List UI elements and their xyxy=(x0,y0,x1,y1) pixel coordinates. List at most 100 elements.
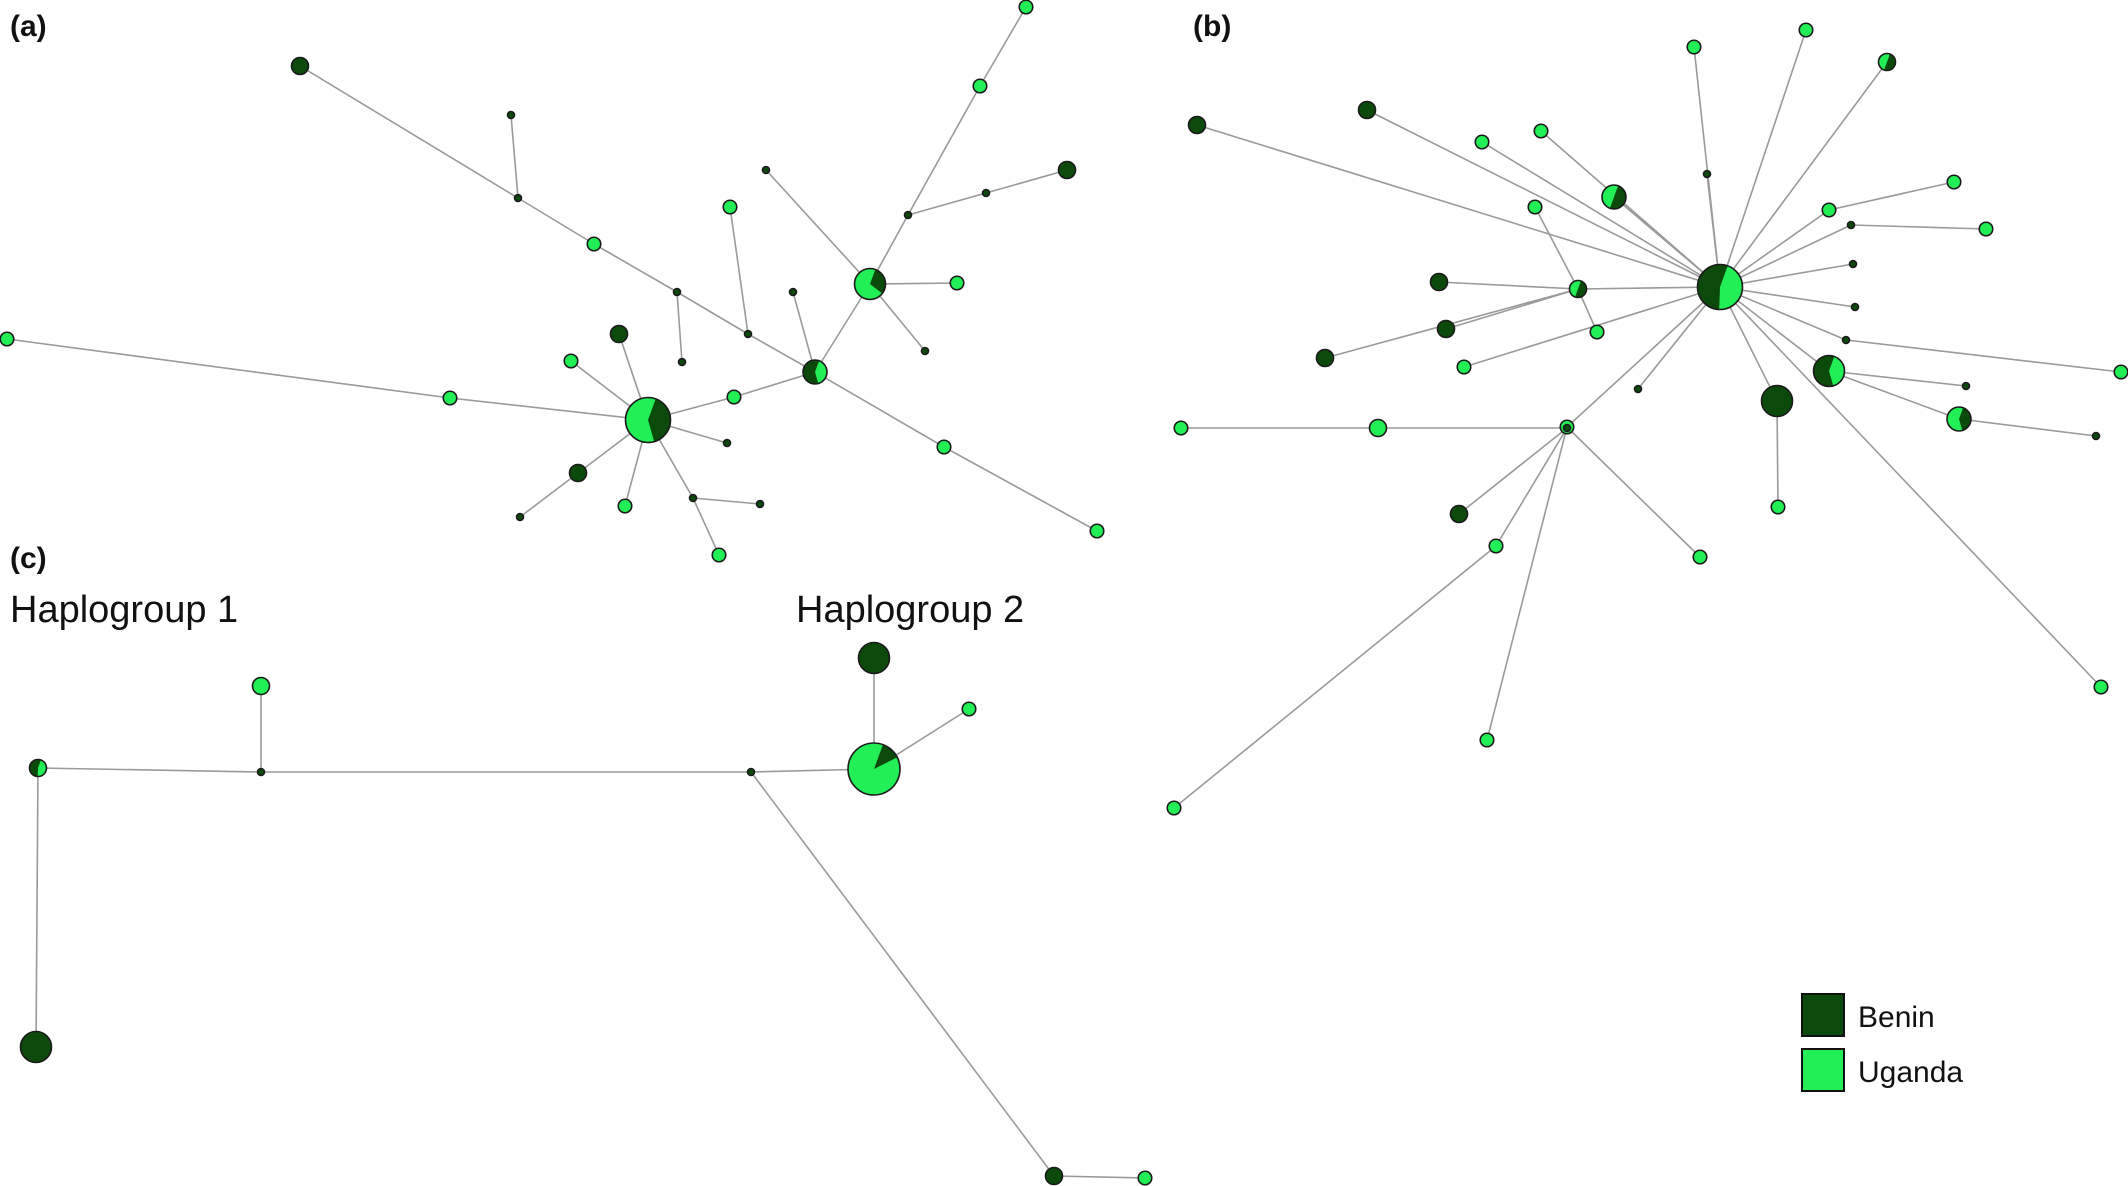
node-fill xyxy=(689,494,697,502)
haplotype-node-a_d6 xyxy=(755,499,765,509)
haplotype-node-a_mid xyxy=(442,390,458,406)
haplotype-node-a_g2 xyxy=(563,353,579,369)
node-fill xyxy=(762,166,770,174)
node-outline xyxy=(755,499,765,509)
network-edge-a-0 xyxy=(6,338,451,399)
haplotype-node-b_n4 xyxy=(1357,100,1377,120)
panel-label-c: (c) xyxy=(10,542,47,575)
node-fill xyxy=(1693,550,1707,564)
node-slice xyxy=(37,760,47,777)
network-edge-c-7 xyxy=(750,771,1055,1177)
network-edge-b-27 xyxy=(1534,206,1579,290)
haplotype-node-a_l1 xyxy=(586,236,602,252)
network-edge-a-8 xyxy=(729,206,749,335)
node-fill xyxy=(1045,1167,1063,1185)
node-fill xyxy=(1358,101,1376,119)
haplotype-node-b_n29 xyxy=(1315,348,1335,368)
network-edge-a-5 xyxy=(593,243,678,293)
node-fill xyxy=(678,358,686,366)
haplotype-node-b_n10 xyxy=(1527,199,1543,215)
node-outline xyxy=(1946,406,1972,432)
haplotype-node-a_g4 xyxy=(711,547,727,563)
node-slice xyxy=(1719,265,1743,310)
network-edge-b-19 xyxy=(1828,370,1960,420)
haplotype-node-a_j2 xyxy=(672,287,682,297)
node-fill xyxy=(1090,524,1104,538)
node-fill xyxy=(937,440,951,454)
node-fill xyxy=(921,347,929,355)
network-edge-a-22 xyxy=(814,371,945,448)
node-fill xyxy=(1188,116,1206,134)
node-outline xyxy=(1187,115,1207,135)
node-outline xyxy=(743,329,753,339)
network-edge-b-22 xyxy=(1776,400,1779,508)
node-fill xyxy=(1962,382,1970,390)
node-outline xyxy=(936,439,952,455)
node-fill xyxy=(1316,349,1334,367)
node-outline xyxy=(981,188,991,198)
node-slice xyxy=(648,398,671,442)
network-edge-a-21 xyxy=(792,291,816,373)
haplotype-node-b_n36 xyxy=(1488,538,1504,554)
network-edge-a-32 xyxy=(979,6,1027,87)
haplotype-node-a_g8 xyxy=(949,275,965,291)
node-outline xyxy=(2093,679,2109,695)
network-edge-a-18 xyxy=(692,497,720,556)
network-edge-a-29 xyxy=(907,192,987,216)
node-fill xyxy=(1851,303,1859,311)
node-outline xyxy=(761,165,771,175)
node-outline xyxy=(1527,199,1543,215)
haplotype-node-b_n22 xyxy=(2091,431,2101,441)
node-outline xyxy=(1798,22,1814,38)
node-outline xyxy=(972,78,988,94)
node-outline xyxy=(1137,1170,1153,1186)
network-edge-a-17 xyxy=(692,497,761,505)
network-edge-b-5 xyxy=(1481,141,1721,288)
node-outline xyxy=(1760,384,1794,418)
node-outline xyxy=(1589,324,1605,340)
node-outline xyxy=(672,287,682,297)
network-edge-b-36 xyxy=(1458,427,1568,515)
node-fill xyxy=(1174,421,1188,435)
node-outline xyxy=(1696,263,1744,311)
node-fill xyxy=(1849,260,1857,268)
network-edge-a-2 xyxy=(299,65,519,199)
node-outline xyxy=(506,110,516,120)
haplotype-node-hubA xyxy=(624,396,672,444)
node-outline xyxy=(617,498,633,514)
haplotype-node-b_n38 xyxy=(1692,549,1708,565)
node-outline xyxy=(1841,335,1851,345)
node-outline xyxy=(1044,1166,1064,1186)
node-fill xyxy=(1822,203,1836,217)
haplotype-node-a_g1 xyxy=(722,199,738,215)
node-fill xyxy=(1979,222,1993,236)
node-fill xyxy=(2092,432,2100,440)
node-outline xyxy=(624,396,672,444)
haplotype-node-a_tv xyxy=(506,110,516,120)
node-outline xyxy=(1456,359,1472,375)
network-edge-a-4 xyxy=(517,197,595,245)
node-outline xyxy=(1601,184,1627,210)
node-outline xyxy=(1692,549,1708,565)
node-fill xyxy=(1437,320,1455,338)
node-fill xyxy=(1847,221,1855,229)
network-edge-b-37 xyxy=(1495,427,1568,547)
network-edge-a-9 xyxy=(747,333,816,373)
haplotype-node-b_n37 xyxy=(1166,800,1182,816)
haplotype-node-b_n30 xyxy=(1456,359,1472,375)
node-outline xyxy=(1368,418,1388,438)
node-fill xyxy=(1138,1171,1152,1185)
haplotype-node-b_n32 xyxy=(1173,420,1189,436)
haplotype-node-b_n23 xyxy=(1760,384,1794,418)
node-outline xyxy=(920,346,930,356)
node-outline xyxy=(1533,123,1549,139)
node-outline xyxy=(1633,384,1643,394)
haplotype-node-b_n33 xyxy=(1368,418,1388,438)
haplotype-node-c_g xyxy=(961,701,977,717)
node-fill xyxy=(1457,360,1471,374)
node-outline xyxy=(802,359,828,385)
node-fill xyxy=(789,288,797,296)
legend: Benin Uganda xyxy=(1801,993,1963,1092)
node-slice xyxy=(815,360,828,384)
node-fill xyxy=(291,57,309,75)
